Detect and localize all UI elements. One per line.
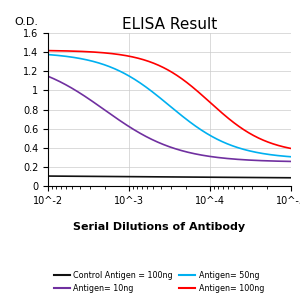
Legend: Control Antigen = 100ng, Antigen= 10ng, Antigen= 50ng, Antigen= 100ng: Control Antigen = 100ng, Antigen= 10ng, …	[51, 268, 267, 296]
Text: O.D.: O.D.	[14, 17, 38, 27]
Title: ELISA Result: ELISA Result	[122, 17, 217, 32]
Text: Serial Dilutions of Antibody: Serial Dilutions of Antibody	[73, 221, 245, 232]
